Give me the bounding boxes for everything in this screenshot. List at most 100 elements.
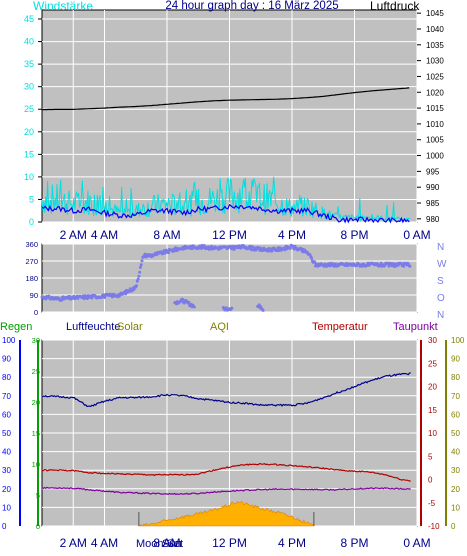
series-line-black — [41, 87, 410, 111]
direction-point — [328, 264, 332, 268]
direction-point — [277, 249, 281, 253]
pressure-tick-label: 995 — [426, 167, 440, 176]
wind-tick-label: 15 — [24, 149, 34, 159]
sun-label: Sun — [162, 538, 182, 550]
rain-tick-label: 0 — [36, 522, 40, 531]
direction-point — [402, 264, 406, 268]
wind-tick-label: 10 — [24, 172, 34, 182]
direction-point — [137, 274, 141, 278]
direction-tick-label: 90 — [30, 291, 38, 300]
direction-point — [138, 265, 142, 269]
direction-point — [192, 305, 196, 309]
wind-tick-label: 30 — [24, 82, 34, 92]
series-line-temperatur — [41, 462, 411, 482]
humidity-tick-label: 30 — [2, 466, 11, 475]
compass-label: W — [437, 259, 447, 270]
dewpoint-tick-label: 100 — [451, 336, 465, 345]
humidity-tick-label: 100 — [2, 336, 16, 345]
x-tick-label: 8 PM — [340, 228, 368, 242]
pressure-tick-label: 990 — [426, 183, 440, 192]
direction-point — [167, 251, 171, 255]
direction-point — [139, 263, 143, 267]
humidity-tick-label: 90 — [2, 355, 11, 364]
humidity-tick-label: 20 — [2, 485, 11, 494]
series-line-taupunkt — [41, 486, 411, 496]
direction-point — [206, 245, 210, 249]
x-tick-label: 0 AM — [403, 536, 430, 550]
direction-point — [140, 259, 144, 263]
pressure-tick-label: 1045 — [426, 9, 444, 18]
temperature-tick-label: 20 — [428, 383, 437, 392]
x-tick-label: 4 PM — [278, 228, 306, 242]
pressure-tick-label: 1010 — [426, 120, 444, 129]
rain-tick-label: 20 — [32, 398, 40, 407]
direction-point — [331, 262, 335, 266]
x-tick-label: 4 PM — [278, 536, 306, 550]
pressure-axis-label: Luftdruck — [370, 0, 420, 13]
temperature-tick-label: -5 — [428, 499, 436, 508]
series-line-cyan — [41, 176, 411, 223]
pressure-tick-label: 1020 — [426, 88, 444, 97]
direction-point — [365, 264, 369, 267]
humidity-tick-label: 60 — [2, 410, 11, 419]
wind-tick-label: 20 — [24, 127, 34, 137]
temperature-tick-label: 5 — [428, 452, 433, 461]
direction-point — [387, 264, 391, 268]
rain-tick-label: 25 — [32, 367, 40, 376]
compass-label: O — [437, 293, 445, 304]
temperature-tick-label: 25 — [428, 359, 437, 368]
humidity-tick-label: 0 — [2, 522, 7, 531]
pressure-tick-label: 1035 — [426, 41, 444, 50]
wind-tick-label: 45 — [24, 14, 34, 24]
direction-point — [181, 297, 185, 301]
compass-label: N — [437, 242, 444, 253]
dewpoint-tick-label: 70 — [451, 392, 460, 401]
pressure-tick-label: 1000 — [426, 152, 444, 161]
x-tick-label: 4 AM — [91, 536, 118, 550]
temperature-tick-label: 30 — [428, 336, 437, 345]
direction-point — [190, 247, 194, 251]
direction-point — [379, 261, 383, 265]
direction-point — [310, 256, 313, 260]
direction-point — [138, 270, 142, 274]
legend-regen: Regen — [0, 321, 32, 333]
direction-point — [210, 244, 213, 248]
compass-label: S — [437, 276, 444, 287]
rain-tick-label: 10 — [32, 460, 40, 469]
legend-taupunkt: Taupunkt — [393, 321, 438, 333]
series-line-luftfeuchte — [41, 372, 411, 408]
direction-point — [135, 284, 138, 288]
direction-point — [47, 294, 51, 298]
x-tick-label: 12 PM — [212, 228, 247, 242]
wind-tick-label: 5 — [29, 194, 34, 204]
humidity-tick-label: 70 — [2, 392, 11, 401]
legend-aqi: AQI — [210, 321, 229, 333]
temperature-tick-label: -10 — [428, 522, 440, 531]
humidity-tick-label: 40 — [2, 448, 11, 457]
rain-tick-label: 15 — [32, 429, 40, 438]
dewpoint-tick-label: 80 — [451, 373, 460, 382]
dewpoint-tick-label: 50 — [451, 429, 460, 438]
compass-label: N — [437, 310, 444, 321]
direction-point — [82, 297, 86, 301]
wind-axis-label: Windstärke — [33, 0, 93, 13]
humidity-tick-label: 80 — [2, 373, 11, 382]
pressure-tick-label: 1015 — [426, 104, 444, 113]
wind-tick-label: 35 — [24, 59, 34, 69]
wind-tick-label: 40 — [24, 37, 34, 47]
rain-tick-label: 30 — [32, 336, 40, 345]
x-tick-label: 2 AM — [60, 228, 87, 242]
direction-point — [90, 296, 94, 300]
direction-point — [283, 248, 287, 252]
direction-point — [261, 308, 265, 312]
pressure-tick-label: 1030 — [426, 57, 444, 66]
direction-point — [270, 249, 274, 253]
temperature-tick-label: 15 — [428, 406, 437, 415]
direction-point — [408, 264, 412, 268]
direction-point — [253, 246, 256, 250]
dewpoint-tick-label: 40 — [451, 448, 460, 457]
direction-point — [288, 246, 292, 250]
humidity-tick-label: 10 — [2, 503, 11, 512]
x-tick-label: 0 AM — [403, 228, 430, 242]
